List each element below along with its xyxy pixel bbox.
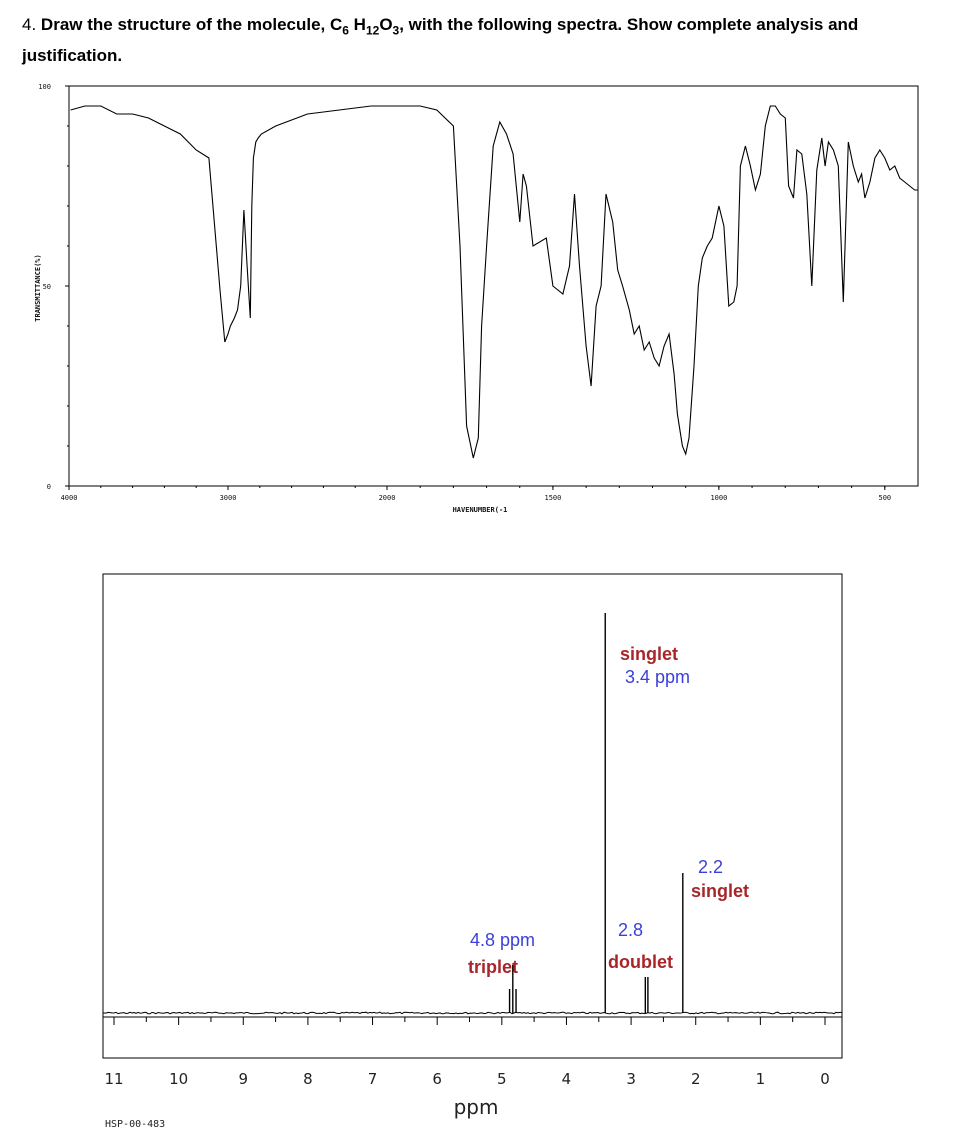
- annotation-singlet-ppm-2: 2.2: [698, 857, 723, 877]
- ir-y-tick-label: 100: [38, 83, 51, 91]
- ir-y-axis-label: TRANSMITTANCE(%): [34, 254, 42, 321]
- nmr-x-tick-label: 11: [104, 1070, 123, 1088]
- nmr-x-tick-label: 2: [691, 1070, 701, 1088]
- ir-y-tick-label: 50: [43, 283, 51, 291]
- question-text: 4. Draw the structure of the molecule, C…: [22, 12, 952, 68]
- question-text-after: , with the following spectra. Show compl…: [22, 15, 859, 66]
- ir-transmittance-line: [70, 105, 918, 459]
- question-text-mid1: H: [348, 15, 366, 34]
- nmr-x-tick-label: 7: [368, 1070, 378, 1088]
- ir-x-tick-label: 500: [878, 494, 891, 502]
- ir-spectrum-chart: TRANSMITTANCE(%) HAVENUMBER(-1 4000 3000 2…: [34, 83, 919, 514]
- formula-sub-hydrogen: 12: [365, 23, 380, 38]
- ir-x-tick-label: 4000: [61, 494, 78, 502]
- nmr-x-tick-label: 8: [303, 1070, 313, 1088]
- ir-x-axis-label: HAVENUMBER(-1: [453, 506, 508, 514]
- annotation-triplet-label: triplet: [468, 957, 518, 977]
- ir-x-tick-label: 1500: [545, 494, 562, 502]
- annotation-doublet-label: doublet: [608, 952, 673, 972]
- annotation-singlet-ppm-1: 3.4 ppm: [625, 667, 690, 687]
- ir-x-tick-label: 1000: [710, 494, 727, 502]
- ir-y-tick-label: 0: [47, 483, 51, 491]
- ir-x-tick-label: 2000: [379, 494, 396, 502]
- nmr-x-tick-label: 3: [626, 1070, 636, 1088]
- nmr-x-tick-label: 1: [756, 1070, 766, 1088]
- spectrum-code: HSP-00-483: [105, 1119, 165, 1130]
- nmr-spectrum-chart: 11 10 9 8 7 6 5 4 3 2 1 0 ppm HSP-00-483 singlet 3.…: [102, 573, 843, 1130]
- annotation-doublet-ppm: 2.8: [618, 920, 643, 940]
- question-text-mid2: O: [379, 15, 393, 34]
- question-text-before: Draw the structure of the molecule, C: [40, 15, 343, 34]
- annotation-singlet-label-2: singlet: [691, 881, 749, 901]
- nmr-x-tick-label: 6: [432, 1070, 442, 1088]
- formula-sub-carbon: 6: [342, 23, 349, 38]
- nmr-x-tick-label: 4: [562, 1070, 572, 1088]
- ir-x-tick-label: 3000: [220, 494, 237, 502]
- question-number: 4.: [22, 15, 37, 34]
- annotation-singlet-label-1: singlet: [620, 644, 678, 664]
- nmr-x-tick-label: 0: [820, 1070, 830, 1088]
- nmr-x-tick-label: 5: [497, 1070, 507, 1088]
- nmr-x-tick-label: 9: [238, 1070, 248, 1088]
- nmr-x-axis-label: ppm: [454, 1095, 499, 1119]
- nmr-x-tick-label: 10: [169, 1070, 188, 1088]
- nmr-baseline-trace: [102, 1011, 843, 1015]
- annotation-triplet-ppm: 4.8 ppm: [470, 930, 535, 950]
- nmr-plot-frame: [102, 573, 843, 1059]
- formula-sub-oxygen: 3: [392, 23, 400, 38]
